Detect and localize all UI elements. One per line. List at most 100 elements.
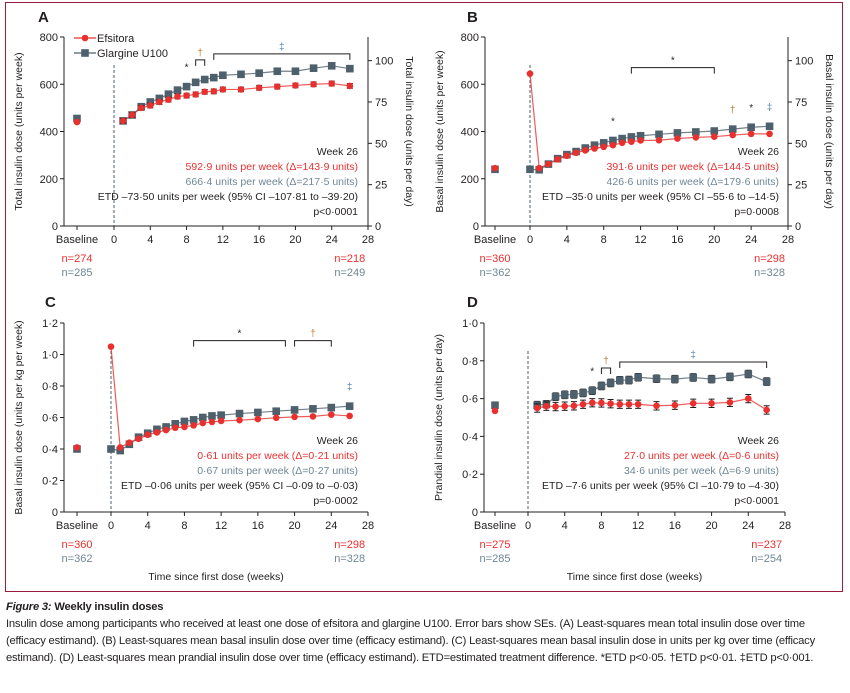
n-week26-efsitora: n=298	[754, 253, 785, 265]
glargine-point	[728, 125, 737, 133]
panel-label: A	[38, 9, 49, 26]
glargine-point	[73, 114, 81, 123]
efsitora-point	[616, 400, 624, 408]
efsitora-point	[153, 429, 161, 436]
x-tick-label: 4	[562, 520, 568, 532]
efsitora-point	[600, 143, 608, 151]
summary-etd: ETD –0·06 units per week (95% CI –0·09 t…	[121, 480, 358, 492]
efsitora-point	[766, 130, 773, 138]
y-tick-label: 600	[461, 79, 479, 91]
y-axis-label: Total insulin dose (units per week)	[13, 52, 25, 210]
efsitora-point	[637, 137, 644, 144]
glargine-point	[327, 62, 336, 70]
glargine-point	[618, 134, 626, 143]
significance-marker: †	[310, 329, 316, 340]
efsitora-point	[554, 156, 561, 163]
y-tick-label: 400	[40, 127, 58, 139]
efsitora-point	[190, 422, 197, 429]
efsitora-point	[591, 145, 598, 152]
figure-caption: Figure 3: Weekly insulin doses Insulin d…	[6, 599, 846, 667]
n-baseline-efsitora: n=274	[62, 253, 93, 265]
x-tick-label: 24	[742, 520, 754, 532]
panel-label: C	[45, 294, 56, 311]
efsitora-point	[255, 84, 263, 92]
summary-glargine: 426·6 units per week (Δ=179·6 units)	[607, 176, 779, 188]
efsitora-point	[618, 139, 626, 147]
significance-bracket	[619, 361, 768, 369]
efsitora-point	[535, 164, 543, 172]
efsitora-point	[199, 419, 207, 427]
efsitora-point	[747, 130, 755, 138]
summary-glargine: 666·4 units per week (Δ=217·5 units)	[186, 176, 358, 188]
efsitora-point	[692, 134, 700, 141]
legend-efsitora-label: Efsitora	[97, 33, 135, 45]
efsitora-point	[208, 418, 216, 426]
y-tick-label: 0·8	[42, 381, 58, 393]
x-tick-label: 24	[325, 520, 337, 532]
significance-bracket	[213, 53, 351, 60]
glargine-point	[235, 409, 244, 418]
y-tick-label: 0	[52, 507, 58, 519]
summary-p-value: p=0·0008	[734, 206, 779, 218]
x-tick-label: 12	[217, 234, 229, 246]
legend: Efsitora Glargine U100	[74, 33, 168, 60]
efsitora-point	[710, 133, 718, 140]
y-tick-label: 1·0	[42, 350, 58, 362]
summary-p-value: p<0·0001	[313, 206, 358, 218]
summary-efsitora: 592·9 units per week (Δ=143·9 units)	[186, 161, 358, 173]
efsitora-point	[254, 415, 262, 423]
summary-etd: ETD –7·6 units per week (95% CI –10·79 t…	[542, 480, 779, 492]
x-tick-label: 20	[708, 234, 720, 246]
significance-marker: *	[749, 103, 753, 114]
summary-week: Week 26	[738, 146, 779, 158]
x-tick-label: 12	[634, 234, 646, 246]
n-baseline-glargine: n=285	[62, 267, 93, 279]
glargine-point	[588, 386, 597, 395]
efsitora-point	[726, 399, 734, 406]
right-y-tick-label: 25	[795, 180, 807, 192]
y-tick-label: 0·2	[462, 469, 478, 481]
glargine-point	[765, 122, 774, 131]
efsitora-point	[219, 86, 227, 93]
y-tick-label: 0·6	[462, 394, 478, 406]
legend-glargine-label: Glargine U100	[97, 48, 168, 60]
n-week26-glargine: n=328	[334, 553, 365, 565]
efsitora-point	[156, 98, 163, 106]
y-tick-label: 400	[461, 127, 479, 139]
glargine-point	[615, 376, 624, 385]
efsitora-point	[581, 147, 589, 154]
summary-p-value: p<0·0001	[734, 495, 779, 507]
glargine-point	[655, 130, 663, 139]
x-tick-label-baseline: Baseline	[474, 520, 516, 532]
glargine-point	[171, 420, 180, 428]
glargine-point	[272, 407, 281, 415]
summary-efsitora: 391·6 units per week (Δ=144·5 units)	[607, 161, 779, 173]
right-y-tick-label: 50	[375, 138, 387, 150]
efsitora-point	[237, 86, 245, 93]
x-tick-label: 16	[252, 520, 264, 532]
y-tick-label: 0·8	[462, 356, 478, 368]
glargine-point	[290, 406, 299, 414]
n-week26-efsitora: n=298	[334, 539, 365, 551]
y-axis-label: Basal insulin dose (units per kg per wee…	[13, 320, 25, 514]
efsitora-point	[674, 135, 681, 142]
x-tick-label: 20	[288, 520, 300, 532]
efsitora-point	[126, 439, 133, 447]
efsitora-point	[73, 118, 81, 126]
significance-bracket	[195, 59, 206, 66]
efsitora-point	[653, 402, 660, 410]
efsitora-point	[598, 399, 605, 407]
efsitora-point	[327, 411, 335, 418]
y-tick-label: 0·4	[42, 444, 58, 456]
efsitora-point	[545, 160, 552, 168]
right-y-tick-label: 75	[375, 97, 387, 109]
efsitora-point	[552, 403, 559, 410]
glargine-point	[652, 374, 661, 383]
efsitora-point	[144, 431, 152, 439]
glargine-point	[182, 82, 191, 91]
x-axis-label: Time since first dose (weeks)	[567, 571, 703, 583]
summary-efsitora: 0·61 units per week (Δ=0·21 units)	[197, 450, 358, 462]
